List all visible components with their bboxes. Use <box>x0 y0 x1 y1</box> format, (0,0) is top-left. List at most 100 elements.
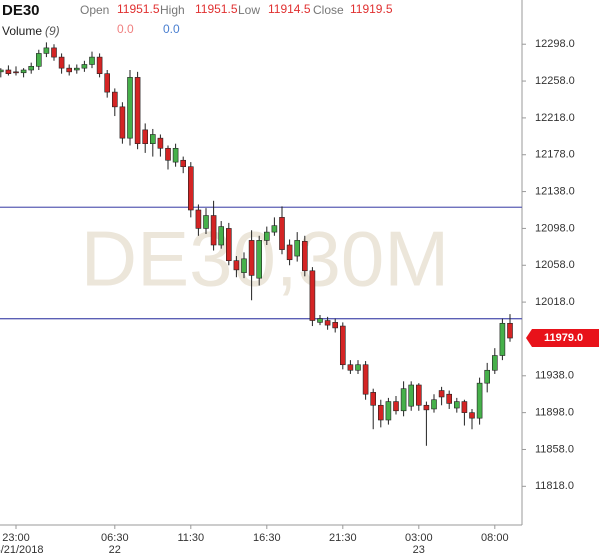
candle-body <box>263 231 270 241</box>
y-tick-label: 12258.0 <box>535 75 575 87</box>
candle-body <box>119 106 126 139</box>
x-tick-label: 06:30 <box>101 532 129 544</box>
candle-body <box>286 244 293 261</box>
candle-body <box>142 129 148 144</box>
candle-body <box>339 325 346 366</box>
open-label: Open <box>80 3 109 17</box>
watermark: DE30,30M <box>81 215 450 303</box>
candle-body <box>195 209 202 229</box>
candle-body <box>5 69 12 74</box>
candle-body <box>165 147 171 161</box>
candle-body <box>89 56 95 65</box>
y-tick-label: 12058.0 <box>535 259 575 271</box>
candle-body <box>226 228 232 261</box>
candle-body <box>134 77 141 144</box>
y-tick-label: 12178.0 <box>535 149 575 161</box>
candle-body <box>415 384 422 406</box>
candle-body <box>233 260 240 271</box>
candle-body <box>20 69 27 74</box>
candle-body <box>210 215 217 246</box>
candle-body <box>66 67 72 73</box>
y-tick-label: 11898.0 <box>535 407 574 419</box>
x-date-label: 03/21/2018 <box>0 544 44 556</box>
last-price-tag <box>526 329 599 348</box>
candle-body <box>81 64 88 69</box>
candle-body <box>96 56 103 74</box>
y-tick-label: 12138.0 <box>535 185 575 197</box>
candle-body <box>499 322 506 356</box>
candle-body <box>112 91 118 108</box>
candle-body <box>127 77 133 139</box>
candle-body <box>35 53 42 67</box>
candle-body <box>271 225 278 233</box>
candle-body <box>461 401 468 413</box>
candle-body <box>279 217 285 250</box>
candle-body <box>476 382 483 419</box>
x-tick-label: 23:00 <box>2 532 30 544</box>
candle-body <box>446 393 453 404</box>
open-value: 11951.5 <box>117 2 160 16</box>
candle-body <box>393 401 399 412</box>
x-tick-label: 08:00 <box>481 532 509 544</box>
candle-body <box>203 215 209 229</box>
candle-body <box>332 322 339 329</box>
volume-label: Volume <box>2 24 42 38</box>
candle-body <box>355 364 361 371</box>
candle-body <box>408 384 415 407</box>
candle-body <box>491 355 498 371</box>
candle-body <box>256 240 263 279</box>
candle-body <box>188 166 194 211</box>
volume-period: (9) <box>45 24 60 38</box>
candle-body <box>301 241 308 272</box>
candle-body <box>28 66 35 71</box>
symbol: DE30 <box>2 2 40 19</box>
candle-body <box>104 73 110 93</box>
candle-body <box>294 240 301 257</box>
y-tick-label: 12298.0 <box>535 38 575 50</box>
x-tick-label: 21:30 <box>329 532 357 544</box>
x-date-label: 22 <box>109 544 121 556</box>
close-label: Close <box>313 3 344 17</box>
candle-body <box>0 69 4 73</box>
y-tick-label: 11938.0 <box>535 370 574 382</box>
candle-body <box>241 258 247 273</box>
candle-body <box>324 320 331 326</box>
x-tick-label: 03:00 <box>405 532 433 544</box>
candle-body <box>180 159 186 168</box>
candle-body <box>438 390 445 398</box>
candle-body <box>507 322 513 339</box>
y-tick-label: 12098.0 <box>535 222 575 234</box>
candle-body <box>484 369 491 384</box>
candle-body <box>370 392 377 406</box>
candle-body <box>347 364 354 371</box>
candle-body <box>157 137 164 149</box>
candle-body <box>218 226 224 246</box>
volume-value: 0.0 <box>117 22 134 36</box>
candle-body <box>309 270 316 321</box>
x-tick-label: 11:30 <box>177 532 204 544</box>
low-value: 11914.5 <box>268 2 311 16</box>
candle-body <box>362 364 369 395</box>
candle-body <box>172 147 179 163</box>
candle-body <box>58 56 65 69</box>
y-tick-label: 11858.0 <box>535 443 574 455</box>
high-value: 11951.5 <box>195 2 238 16</box>
candle-body <box>469 412 475 419</box>
volume-value: 0.0 <box>163 22 180 36</box>
candle-body <box>150 134 156 144</box>
candle-body <box>400 388 407 412</box>
candle-body <box>423 404 430 411</box>
low-label: Low <box>238 3 260 17</box>
candle-body <box>248 240 255 276</box>
x-date-label: 23 <box>413 544 425 556</box>
candle-body <box>13 71 19 74</box>
y-tick-label: 12218.0 <box>535 112 575 124</box>
high-label: High <box>160 3 185 17</box>
candle-body <box>453 401 460 409</box>
x-tick-label: 16:30 <box>253 532 281 544</box>
candle-body <box>43 47 50 54</box>
candle-body <box>431 399 437 410</box>
close-value: 11919.5 <box>350 2 393 16</box>
candle-body <box>317 318 323 323</box>
